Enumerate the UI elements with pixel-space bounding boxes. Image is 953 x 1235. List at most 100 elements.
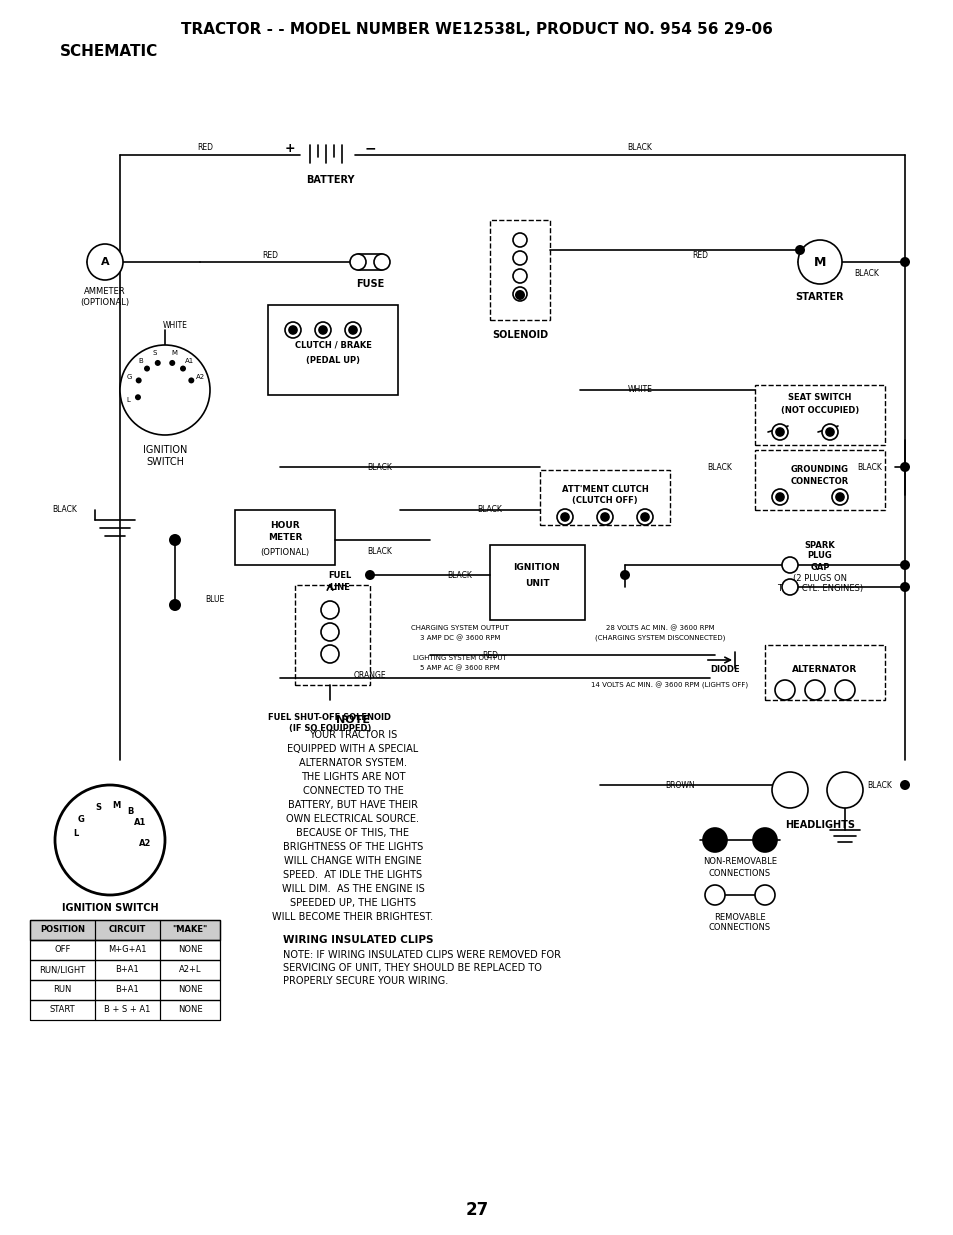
Text: M: M <box>172 351 177 356</box>
Text: CHARGING SYSTEM OUTPUT: CHARGING SYSTEM OUTPUT <box>411 625 508 631</box>
Text: A2+L: A2+L <box>178 966 201 974</box>
Circle shape <box>826 772 862 808</box>
Text: RED: RED <box>262 252 277 261</box>
Text: RUN: RUN <box>53 986 71 994</box>
Text: WILL CHANGE WITH ENGINE: WILL CHANGE WITH ENGINE <box>284 856 421 866</box>
Text: FUEL SHUT-OFF SOLENOID: FUEL SHUT-OFF SOLENOID <box>268 713 391 721</box>
Text: S: S <box>152 351 157 356</box>
Text: TRACTOR - - MODEL NUMBER WE12538L, PRODUCT NO. 954 56 29-06: TRACTOR - - MODEL NUMBER WE12538L, PRODU… <box>181 22 772 37</box>
Bar <box>30 960 220 981</box>
Circle shape <box>597 509 613 525</box>
Bar <box>95 1000 160 1020</box>
Circle shape <box>752 827 776 852</box>
Text: SCHEMATIC: SCHEMATIC <box>60 44 158 59</box>
Text: SWITCH: SWITCH <box>146 457 184 467</box>
Circle shape <box>899 257 909 267</box>
Text: (NOT OCCUPIED): (NOT OCCUPIED) <box>781 405 859 415</box>
Bar <box>95 981 160 1000</box>
Text: A1: A1 <box>134 818 147 827</box>
Circle shape <box>771 424 787 440</box>
Circle shape <box>169 599 181 611</box>
Text: BATTERY, BUT HAVE THEIR: BATTERY, BUT HAVE THEIR <box>288 800 417 810</box>
Circle shape <box>87 245 123 280</box>
Text: SOLENOID: SOLENOID <box>492 330 547 340</box>
Text: CONNECTIONS: CONNECTIONS <box>708 924 770 932</box>
Text: OWN ELECTRICAL SOURCE.: OWN ELECTRICAL SOURCE. <box>286 814 419 824</box>
Circle shape <box>825 429 833 436</box>
Circle shape <box>513 269 526 283</box>
Bar <box>30 940 95 960</box>
Text: (CHARGING SYSTEM DISCONNECTED): (CHARGING SYSTEM DISCONNECTED) <box>594 635 724 641</box>
Circle shape <box>120 345 210 435</box>
Text: ALTERNATOR: ALTERNATOR <box>792 666 857 674</box>
Circle shape <box>513 251 526 266</box>
Text: CONNECTIONS: CONNECTIONS <box>708 868 770 878</box>
Circle shape <box>899 462 909 472</box>
Circle shape <box>775 429 783 436</box>
Bar <box>490 545 584 620</box>
Circle shape <box>619 571 629 580</box>
Bar <box>95 940 160 960</box>
Circle shape <box>188 378 194 383</box>
Bar <box>754 450 884 510</box>
Text: SEAT SWITCH: SEAT SWITCH <box>787 394 851 403</box>
Text: BLACK: BLACK <box>866 781 891 789</box>
Circle shape <box>781 579 797 595</box>
Text: 14 VOLTS AC MIN. @ 3600 RPM (LIGHTS OFF): 14 VOLTS AC MIN. @ 3600 RPM (LIGHTS OFF) <box>591 682 748 689</box>
Circle shape <box>702 827 726 852</box>
Text: A: A <box>101 257 110 267</box>
Text: SPEEDED UP, THE LIGHTS: SPEEDED UP, THE LIGHTS <box>290 898 416 908</box>
Circle shape <box>144 366 150 372</box>
Text: G: G <box>78 815 85 825</box>
Circle shape <box>899 582 909 592</box>
Bar <box>30 981 95 1000</box>
Text: GROUNDING: GROUNDING <box>790 464 848 473</box>
Circle shape <box>821 424 837 440</box>
Circle shape <box>169 534 181 546</box>
Bar <box>30 981 220 1000</box>
Text: (OPTIONAL): (OPTIONAL) <box>260 548 309 557</box>
Text: B + S + A1: B + S + A1 <box>104 1005 151 1014</box>
Text: BLACK: BLACK <box>52 505 77 515</box>
Text: (2 PLUGS ON: (2 PLUGS ON <box>792 573 846 583</box>
Text: L: L <box>72 830 78 839</box>
Circle shape <box>771 772 807 808</box>
Text: BLACK: BLACK <box>707 462 732 472</box>
Text: BRIGHTNESS OF THE LIGHTS: BRIGHTNESS OF THE LIGHTS <box>283 842 423 852</box>
Text: IGNITION SWITCH: IGNITION SWITCH <box>62 903 158 913</box>
Text: BLACK: BLACK <box>627 143 652 152</box>
Circle shape <box>831 489 847 505</box>
Bar <box>539 471 669 525</box>
Bar <box>268 305 397 395</box>
Text: "MAKE": "MAKE" <box>172 925 208 935</box>
Circle shape <box>600 513 608 521</box>
Circle shape <box>365 571 375 580</box>
Text: THE LIGHTS ARE NOT: THE LIGHTS ARE NOT <box>300 772 405 782</box>
Circle shape <box>349 326 356 333</box>
Circle shape <box>513 287 526 301</box>
Bar <box>764 645 884 700</box>
Circle shape <box>835 493 843 501</box>
Text: 27: 27 <box>465 1200 488 1219</box>
Text: A1: A1 <box>185 358 193 364</box>
Text: ALTERNATOR SYSTEM.: ALTERNATOR SYSTEM. <box>298 758 407 768</box>
Circle shape <box>345 322 360 338</box>
Text: PROPERLY SECURE YOUR WIRING.: PROPERLY SECURE YOUR WIRING. <box>283 976 448 986</box>
Text: REMOVABLE: REMOVABLE <box>714 913 765 921</box>
Circle shape <box>797 240 841 284</box>
Text: RED: RED <box>481 651 497 659</box>
Circle shape <box>320 645 338 663</box>
Text: B+A1: B+A1 <box>115 986 139 994</box>
Text: WHITE: WHITE <box>627 385 652 394</box>
Text: BLACK: BLACK <box>447 571 472 579</box>
Text: NOTE: IF WIRING INSULATED CLIPS WERE REMOVED FOR: NOTE: IF WIRING INSULATED CLIPS WERE REM… <box>283 950 560 960</box>
Text: UNIT: UNIT <box>524 578 549 588</box>
Circle shape <box>640 513 648 521</box>
Text: A2: A2 <box>138 839 151 847</box>
Text: (PEDAL UP): (PEDAL UP) <box>306 356 359 364</box>
Text: WILL BECOME THEIR BRIGHTEST.: WILL BECOME THEIR BRIGHTEST. <box>273 911 433 923</box>
Text: M+G+A1: M+G+A1 <box>108 946 147 955</box>
Circle shape <box>350 254 366 270</box>
Bar <box>30 960 95 981</box>
Circle shape <box>169 359 175 366</box>
